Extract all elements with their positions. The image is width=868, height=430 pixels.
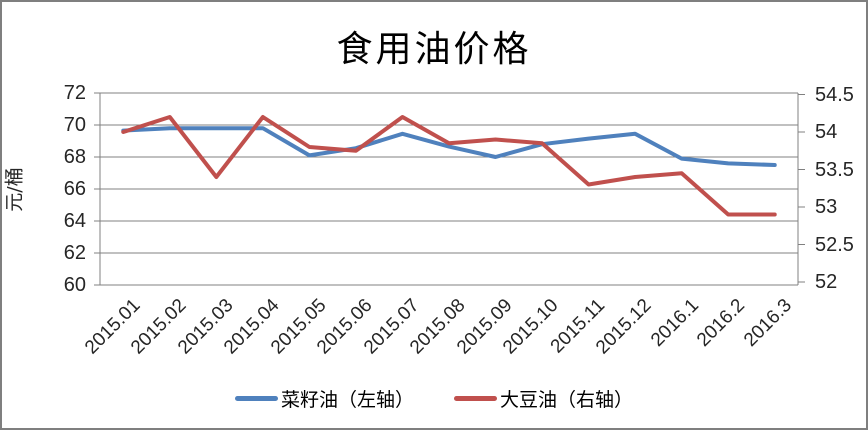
y-right-tick-label: 54.5: [815, 83, 854, 106]
legend-label: 大豆油（右轴）: [500, 389, 634, 411]
y-axis-title: 元/桶: [3, 167, 26, 212]
legend-item-1: 大豆油（右轴）: [454, 385, 633, 412]
y-right-tick-label: 53: [815, 196, 838, 218]
legend: 菜籽油（左轴） 大豆油（右轴）: [2, 385, 866, 412]
y-right-tick-label: 53.5: [815, 158, 854, 181]
y-right-tick-label: 52.5: [815, 233, 854, 256]
y-left-tick-label: 70: [63, 114, 86, 136]
y-left-tick-label: 68: [63, 146, 86, 168]
legend-line-swatch: [454, 396, 497, 401]
legend-line-swatch: [234, 396, 278, 401]
series-line-1: [121, 115, 777, 217]
series-line-0: [121, 126, 777, 167]
y-right-tick-label: 54: [815, 121, 838, 143]
y-left-tick-label: 64: [63, 210, 86, 232]
chart-title: 食用油价格: [336, 29, 532, 70]
y-left-tick-label: 66: [63, 178, 86, 200]
legend-label: 菜籽油（左轴）: [280, 389, 414, 411]
y-left-tick-label: 60: [63, 274, 86, 296]
y-right-tick-label: 52: [815, 271, 838, 293]
y-left-tick-label: 72: [63, 82, 86, 104]
legend-item-0: 菜籽油（左轴）: [234, 385, 414, 412]
y-left-tick-label: 62: [63, 242, 86, 264]
